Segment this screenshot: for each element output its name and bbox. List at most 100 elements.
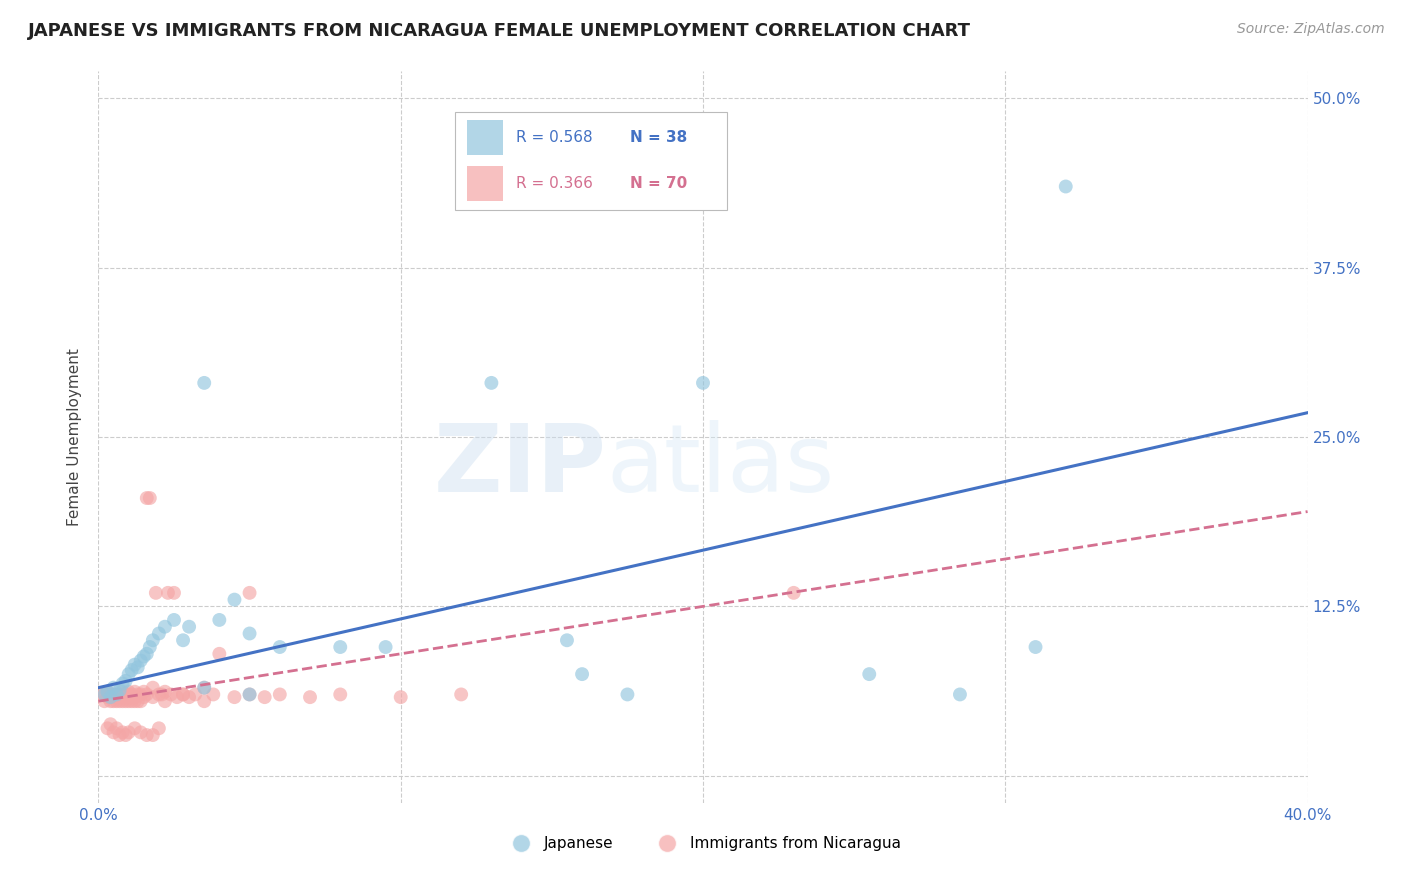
Legend: Japanese, Immigrants from Nicaragua: Japanese, Immigrants from Nicaragua [499, 830, 907, 857]
Point [239, 586, 262, 600]
Point [105, 721, 128, 735]
Point [127, 660, 149, 674]
Point [692, 376, 714, 390]
Point [139, 640, 162, 654]
Point [616, 688, 638, 702]
Point [389, 690, 412, 705]
Point [179, 620, 201, 634]
Point [124, 694, 146, 708]
Point [124, 721, 146, 735]
Point [269, 688, 291, 702]
Point [329, 688, 352, 702]
FancyBboxPatch shape [456, 112, 727, 211]
Point [193, 694, 215, 708]
Point [224, 592, 246, 607]
Point [129, 725, 152, 739]
Point [100, 694, 122, 708]
Point [96, 690, 118, 705]
Point [783, 586, 806, 600]
Point [103, 725, 125, 739]
Point [239, 688, 262, 702]
Point [108, 728, 131, 742]
Point [153, 620, 176, 634]
Point [121, 694, 143, 708]
Point [108, 694, 131, 708]
Point [108, 688, 131, 702]
Point [103, 690, 125, 705]
Point [103, 681, 125, 695]
Point [114, 694, 136, 708]
Point [208, 613, 231, 627]
Point [142, 681, 165, 695]
Point [129, 654, 152, 668]
Point [135, 688, 157, 702]
Point [481, 376, 503, 390]
Point [858, 667, 880, 681]
Point [239, 688, 262, 702]
Point [135, 491, 157, 505]
Point [121, 688, 143, 702]
Point [111, 694, 134, 708]
Point [114, 728, 136, 742]
Point [103, 688, 125, 702]
Text: R = 0.568: R = 0.568 [516, 129, 592, 145]
Point [118, 688, 141, 702]
Point [100, 717, 122, 731]
Point [96, 684, 118, 698]
Point [163, 613, 186, 627]
Point [111, 725, 134, 739]
Point [1054, 179, 1077, 194]
Point [160, 688, 183, 702]
Text: ZIP: ZIP [433, 420, 606, 512]
Point [142, 728, 165, 742]
Point [153, 694, 176, 708]
Point [96, 684, 118, 698]
Point [163, 586, 186, 600]
Point [118, 684, 141, 698]
Point [329, 640, 352, 654]
Point [118, 690, 141, 705]
Point [202, 688, 225, 702]
Point [135, 728, 157, 742]
Text: R = 0.366: R = 0.366 [516, 176, 592, 191]
Point [193, 681, 215, 695]
Point [148, 626, 170, 640]
Point [105, 688, 128, 702]
Point [132, 690, 155, 705]
Text: Source: ZipAtlas.com: Source: ZipAtlas.com [1237, 22, 1385, 37]
Point [150, 688, 173, 702]
Point [114, 688, 136, 702]
Bar [467, 166, 503, 201]
Point [148, 721, 170, 735]
Point [100, 688, 122, 702]
Point [145, 586, 167, 600]
Point [111, 690, 134, 705]
Point [127, 688, 149, 702]
Point [105, 694, 128, 708]
Point [124, 657, 146, 672]
Point [108, 690, 131, 705]
Point [132, 684, 155, 698]
Bar [467, 120, 503, 154]
Point [129, 688, 152, 702]
Text: JAPANESE VS IMMIGRANTS FROM NICARAGUA FEMALE UNEMPLOYMENT CORRELATION CHART: JAPANESE VS IMMIGRANTS FROM NICARAGUA FE… [28, 22, 972, 40]
Text: N = 38: N = 38 [630, 129, 688, 145]
Point [374, 640, 396, 654]
Point [450, 688, 472, 702]
Point [111, 676, 134, 690]
Point [93, 694, 115, 708]
Point [153, 684, 176, 698]
Point [124, 684, 146, 698]
Point [555, 633, 578, 648]
Y-axis label: Female Unemployment: Female Unemployment [67, 348, 83, 526]
Point [93, 688, 115, 702]
Text: N = 70: N = 70 [630, 176, 688, 191]
Point [142, 690, 165, 705]
Point [118, 667, 141, 681]
Point [127, 694, 149, 708]
Point [1024, 640, 1046, 654]
Point [96, 721, 118, 735]
Point [90, 688, 112, 702]
Point [571, 667, 593, 681]
Point [239, 626, 262, 640]
